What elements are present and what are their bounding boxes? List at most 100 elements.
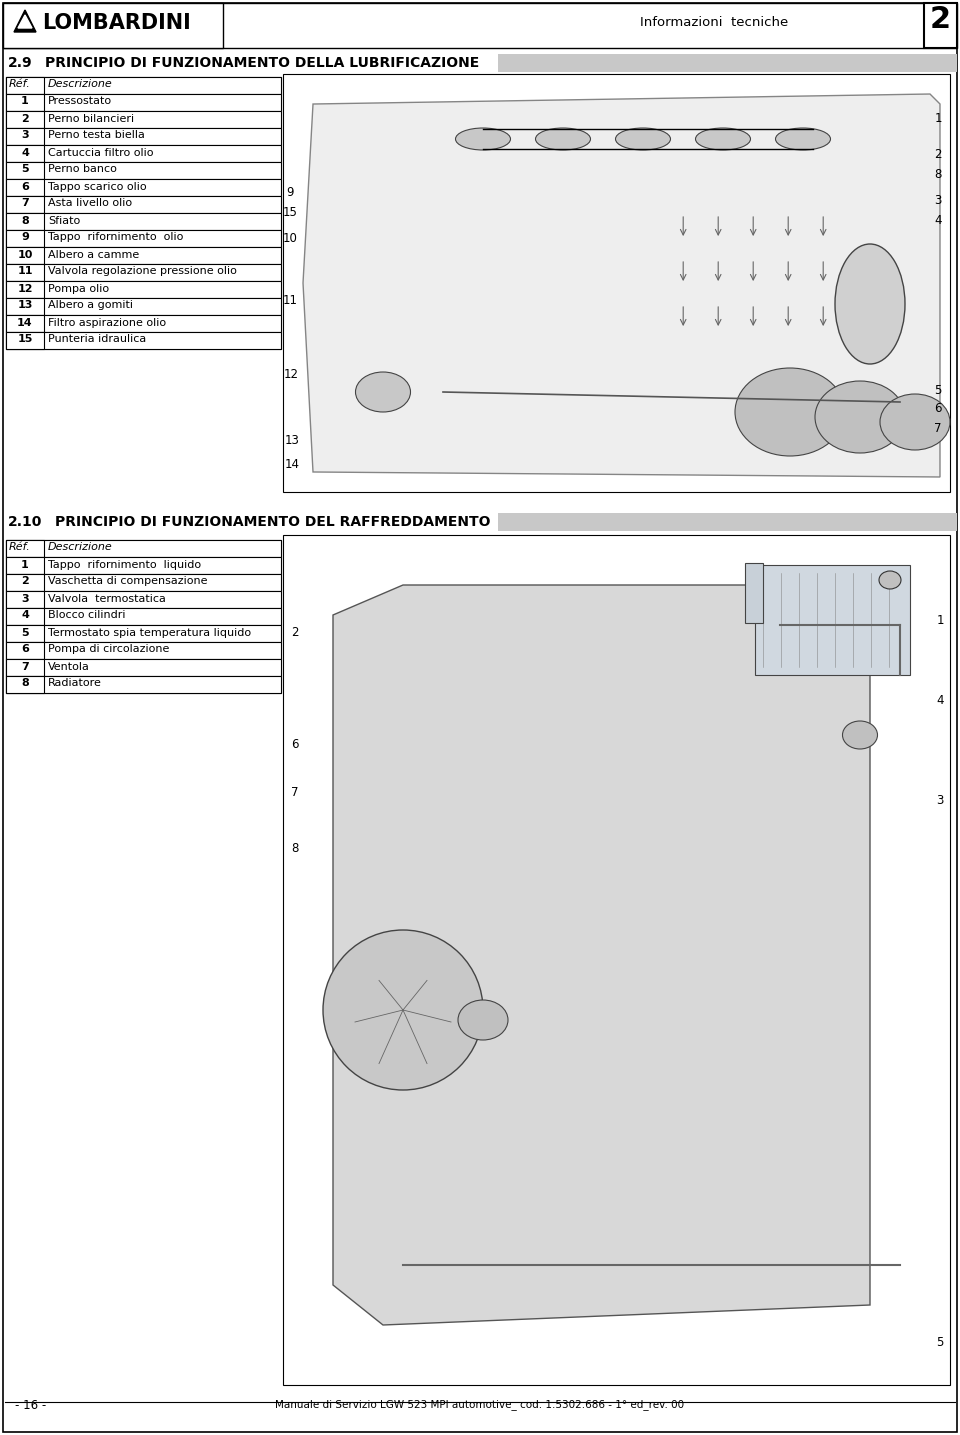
Text: PRINCIPIO DI FUNZIONAMENTO DELLA LUBRIFICAZIONE: PRINCIPIO DI FUNZIONAMENTO DELLA LUBRIFI…	[45, 56, 479, 70]
Bar	[6, 608, 44, 626]
Bar	[6, 316, 44, 331]
Text: LOMBARDINI: LOMBARDINI	[42, 13, 191, 33]
Text: PRINCIPIO DI FUNZIONAMENTO DEL RAFFREDDAMENTO: PRINCIPIO DI FUNZIONAMENTO DEL RAFFREDDA…	[55, 515, 491, 530]
Text: 3: 3	[936, 794, 944, 806]
Text: Descrizione: Descrizione	[48, 79, 112, 89]
Ellipse shape	[536, 128, 590, 151]
Text: Blocco cilindri: Blocco cilindri	[48, 610, 126, 620]
Text: 8: 8	[291, 841, 299, 854]
Text: Pressostato: Pressostato	[48, 96, 112, 106]
Ellipse shape	[879, 571, 901, 588]
Text: 8: 8	[21, 215, 29, 225]
Bar	[6, 145, 44, 162]
Text: 4: 4	[21, 148, 29, 158]
Bar	[745, 563, 763, 623]
Text: 6: 6	[21, 644, 29, 654]
Text: Réf.: Réf.	[9, 79, 31, 89]
Text: 7: 7	[934, 422, 942, 435]
Text: 8: 8	[934, 168, 942, 181]
Text: 6: 6	[21, 181, 29, 191]
Bar	[6, 659, 44, 676]
Polygon shape	[18, 14, 32, 29]
Bar	[6, 264, 44, 281]
Text: 13: 13	[284, 433, 300, 446]
Text: 9: 9	[286, 187, 294, 199]
Bar	[6, 557, 44, 574]
Bar	[6, 95, 281, 110]
Text: 6: 6	[934, 402, 942, 415]
Text: Sfiato: Sfiato	[48, 215, 81, 225]
Polygon shape	[14, 10, 36, 32]
Bar	[498, 512, 957, 531]
Bar	[6, 212, 44, 230]
Bar	[6, 641, 44, 659]
Bar	[6, 128, 44, 145]
Text: 15: 15	[282, 207, 298, 220]
Bar	[6, 540, 281, 557]
Text: Perno banco: Perno banco	[48, 165, 117, 175]
Bar	[6, 179, 281, 197]
Text: 14: 14	[284, 459, 300, 472]
Text: 2: 2	[21, 577, 29, 587]
Text: 15: 15	[17, 334, 33, 344]
Ellipse shape	[735, 367, 845, 456]
Ellipse shape	[880, 395, 950, 451]
Ellipse shape	[615, 128, 670, 151]
Text: Informazioni  tecniche: Informazioni tecniche	[640, 16, 788, 29]
Bar	[6, 110, 44, 128]
Bar	[6, 626, 44, 641]
Text: 5: 5	[934, 383, 942, 396]
Bar	[6, 230, 44, 247]
Bar	[6, 264, 281, 281]
Text: 5: 5	[21, 165, 29, 175]
Bar	[6, 574, 281, 591]
Bar	[6, 230, 281, 247]
Ellipse shape	[776, 128, 830, 151]
Text: Tappo  rifornimento  liquido: Tappo rifornimento liquido	[48, 560, 202, 570]
Ellipse shape	[323, 930, 483, 1091]
Bar	[6, 281, 281, 298]
Text: 2.9: 2.9	[8, 56, 33, 70]
Text: Ventola: Ventola	[48, 662, 90, 672]
Ellipse shape	[695, 128, 751, 151]
Bar	[6, 77, 44, 95]
Bar	[6, 557, 281, 574]
Bar	[6, 197, 44, 212]
Text: 8: 8	[21, 679, 29, 689]
Text: 2: 2	[291, 627, 299, 640]
Text: 2: 2	[929, 4, 950, 34]
Bar	[924, 3, 957, 47]
Text: 11: 11	[282, 294, 298, 307]
Text: Tappo  rifornimento  olio: Tappo rifornimento olio	[48, 232, 183, 243]
Bar	[6, 676, 281, 693]
Ellipse shape	[843, 720, 877, 749]
Bar	[6, 162, 44, 179]
Ellipse shape	[355, 372, 411, 412]
Ellipse shape	[835, 244, 905, 364]
Text: Termostato spia temperatura liquido: Termostato spia temperatura liquido	[48, 627, 252, 637]
Ellipse shape	[458, 1000, 508, 1040]
Text: 10: 10	[17, 250, 33, 260]
Text: 2: 2	[21, 113, 29, 123]
Bar	[498, 55, 957, 72]
Bar	[6, 676, 44, 693]
Bar	[6, 591, 44, 608]
Text: Radiatore: Radiatore	[48, 679, 102, 689]
Bar	[6, 591, 281, 608]
Text: 12: 12	[283, 369, 299, 382]
Text: 2: 2	[934, 148, 942, 162]
Bar	[6, 540, 44, 557]
Text: Descrizione: Descrizione	[48, 542, 112, 552]
Bar	[6, 641, 281, 659]
Text: 7: 7	[21, 198, 29, 208]
Bar	[6, 608, 281, 626]
Text: 5: 5	[21, 627, 29, 637]
Text: 1: 1	[936, 614, 944, 627]
Ellipse shape	[455, 128, 511, 151]
Text: Perno bilancieri: Perno bilancieri	[48, 113, 134, 123]
Text: 3: 3	[934, 194, 942, 207]
Bar	[6, 179, 44, 197]
Text: 1: 1	[21, 560, 29, 570]
Text: 3: 3	[21, 131, 29, 141]
Bar	[6, 659, 281, 676]
